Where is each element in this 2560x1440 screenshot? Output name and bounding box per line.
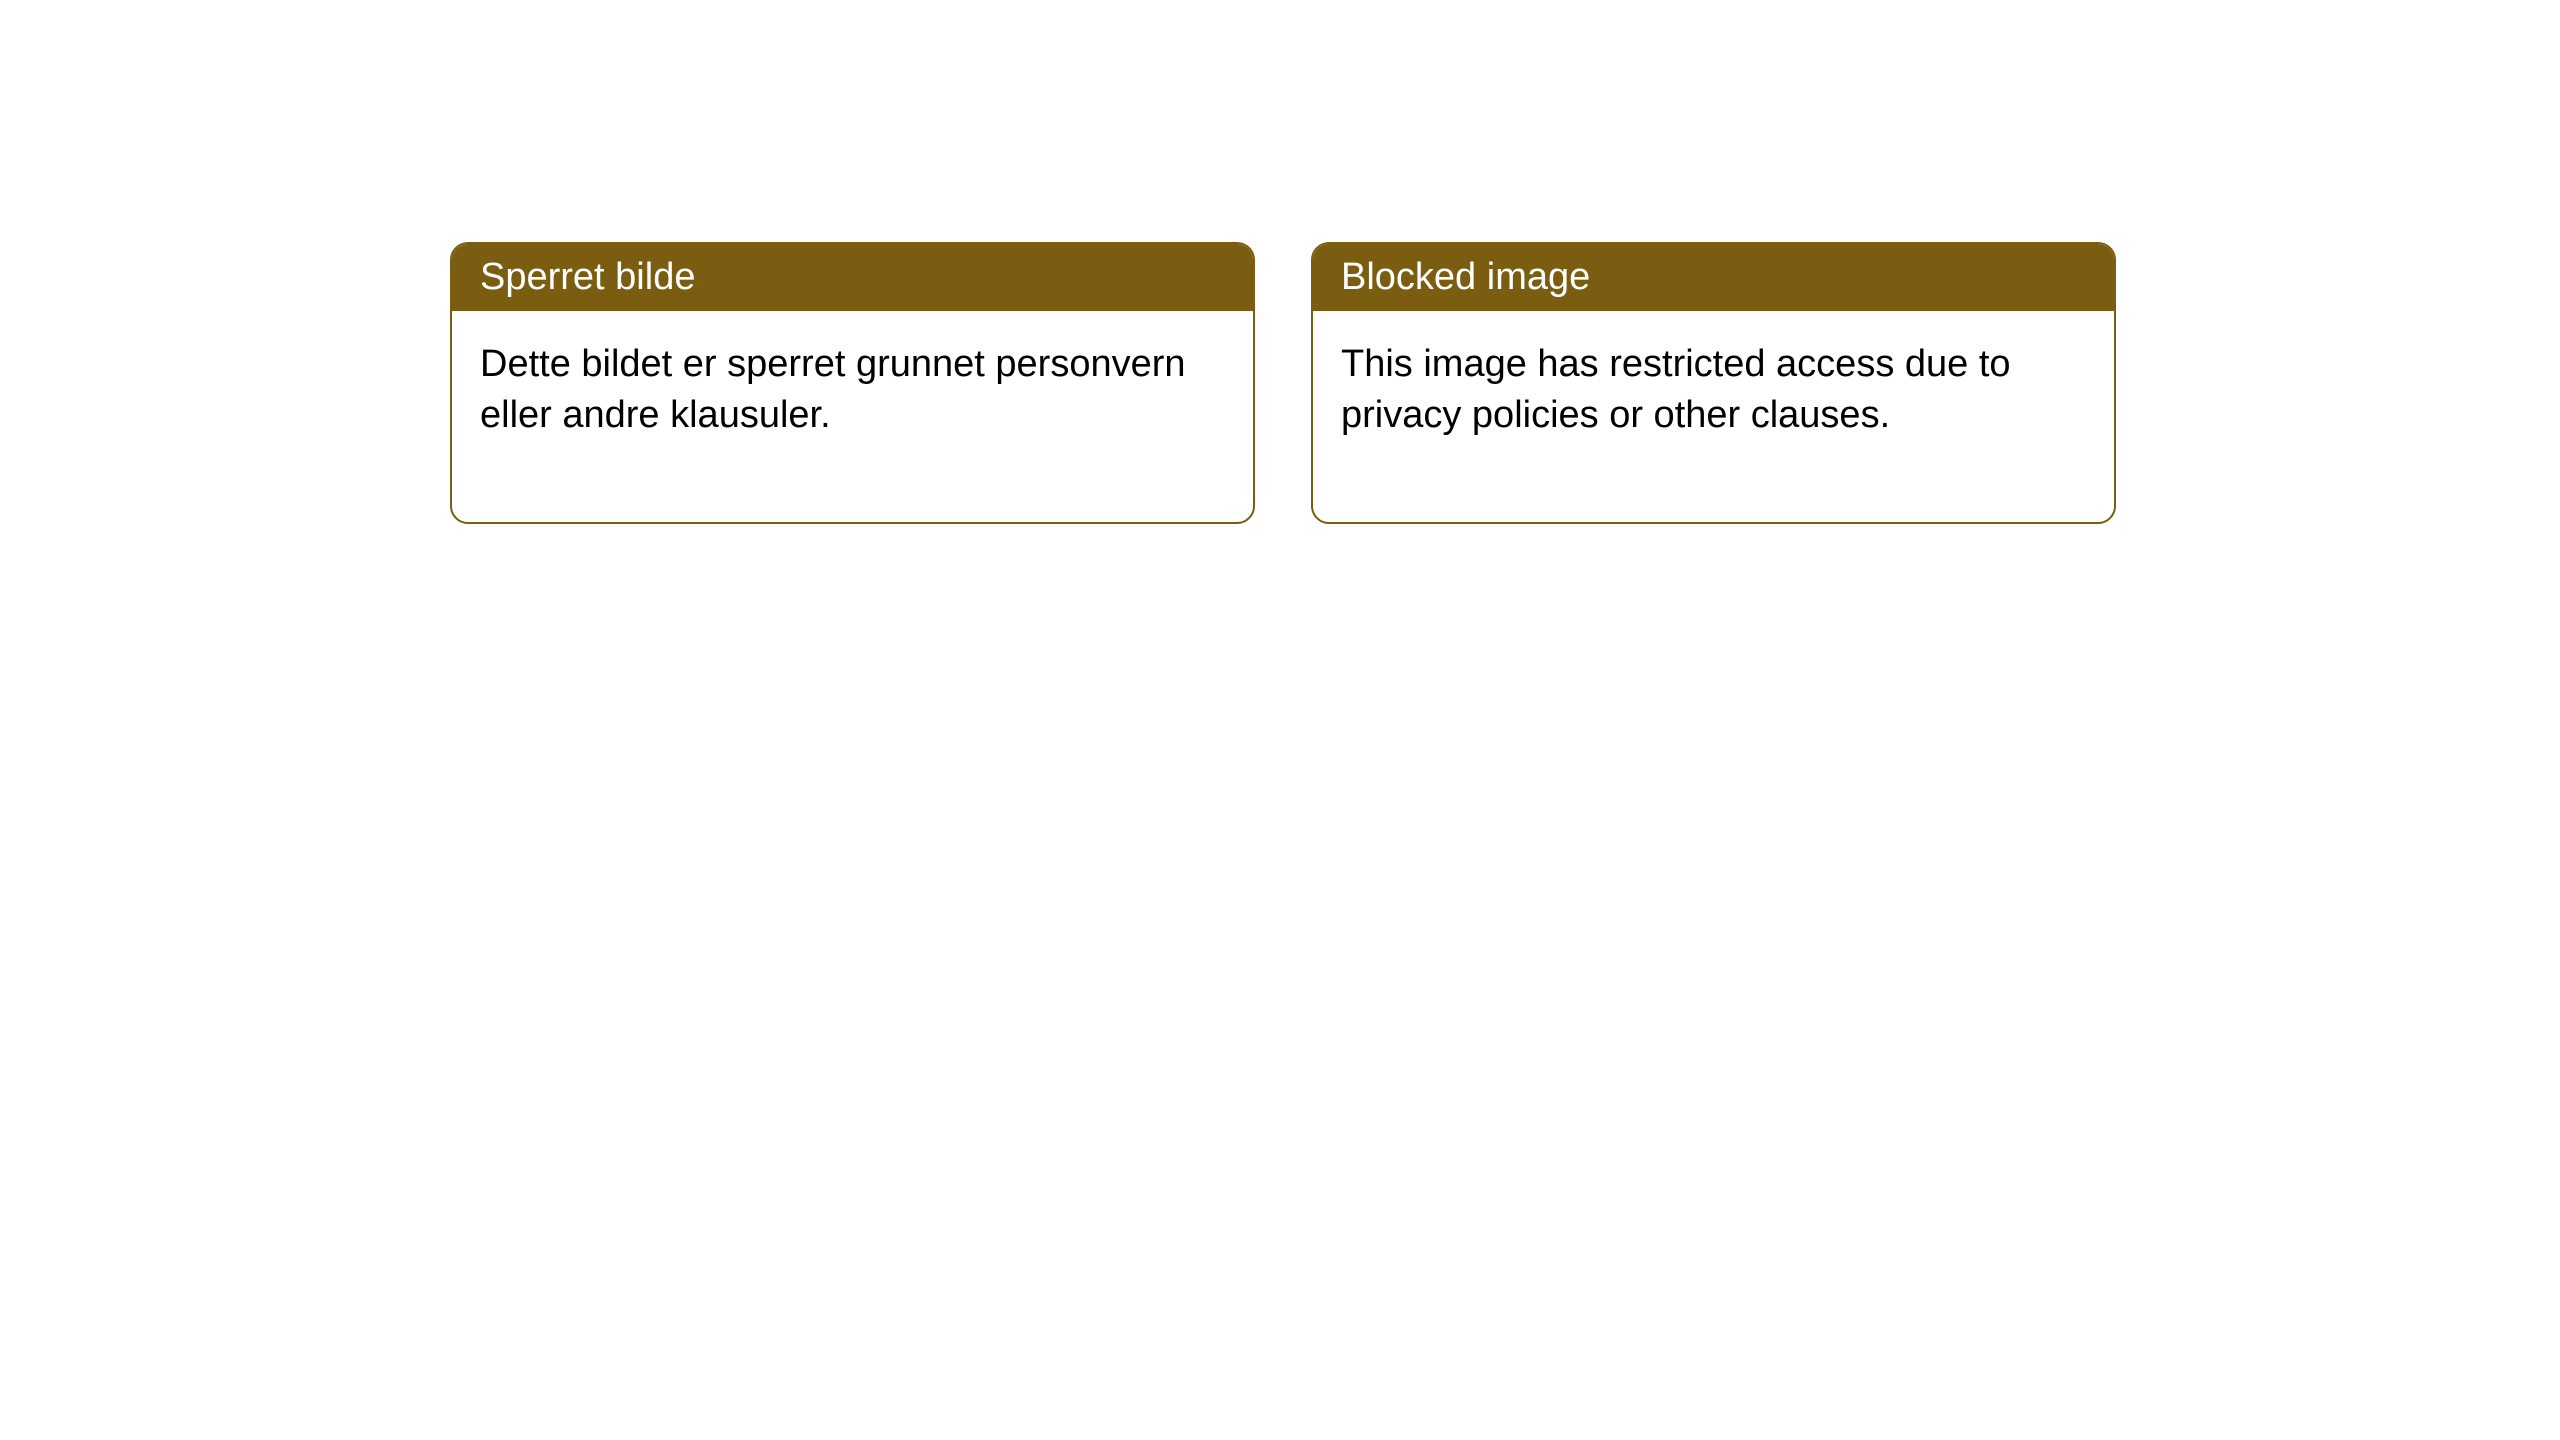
notice-card-english: Blocked image This image has restricted … [1311,242,2116,524]
notice-container: Sperret bilde Dette bildet er sperret gr… [450,242,2116,524]
notice-card-norwegian: Sperret bilde Dette bildet er sperret gr… [450,242,1255,524]
notice-card-body: This image has restricted access due to … [1313,311,2114,522]
notice-card-title: Sperret bilde [452,244,1253,311]
notice-card-title: Blocked image [1313,244,2114,311]
notice-card-body: Dette bildet er sperret grunnet personve… [452,311,1253,522]
